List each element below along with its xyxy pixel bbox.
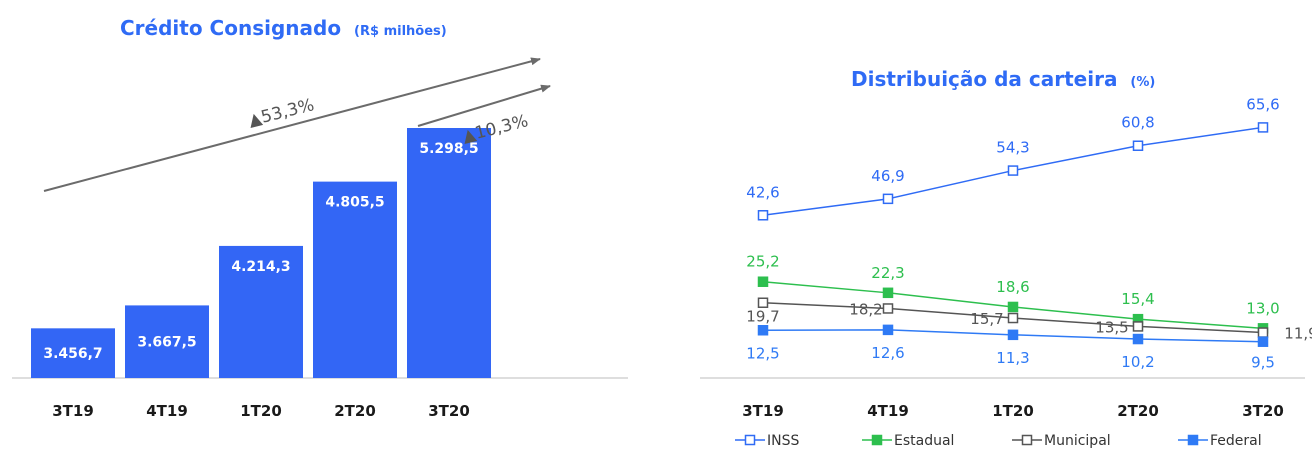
bar-chart: 3.456,7 3T19 3.667,5 4T19 4.214,3 1T20 4.805,5…	[12, 57, 628, 420]
bar-value-label: 3.667,5	[137, 335, 196, 351]
point-label-federal: 11,3	[996, 349, 1029, 367]
point-label-municipal: 15,7	[970, 310, 1003, 328]
series-point-municipal	[1132, 321, 1144, 332]
series-point-inss	[1257, 122, 1269, 133]
x-tick-label: 1T20	[240, 402, 282, 420]
line-chart-unit: (%)	[1130, 75, 1155, 90]
x-tick-label: 3T20	[1242, 402, 1284, 420]
growth-arrow-qoq	[417, 84, 551, 127]
bar-value-label: 4.214,3	[231, 259, 290, 275]
series-point-inss	[882, 193, 894, 205]
legend-marker-federal	[1187, 434, 1199, 446]
point-label-municipal: 18,2	[849, 300, 882, 318]
x-tick-label: 3T19	[742, 402, 784, 420]
point-label-inss: 60,8	[1121, 114, 1154, 132]
series-point-municipal	[882, 303, 894, 314]
point-label-estadual: 25,2	[746, 253, 779, 271]
point-label-federal: 12,5	[746, 344, 779, 362]
bar-4T19	[125, 305, 209, 378]
series-point-municipal	[1257, 327, 1269, 338]
series-point-municipal	[757, 297, 769, 308]
series-point-federal	[757, 325, 769, 336]
legend-marker-municipal	[1021, 434, 1033, 446]
growth-label-qoq: ▲10,3%	[460, 111, 530, 147]
legend-label-inss: INSS	[767, 433, 799, 449]
legend-marker-estadual	[871, 434, 883, 446]
series-point-inss	[757, 210, 769, 221]
series-point-federal	[1257, 336, 1269, 347]
point-label-federal: 12,6	[871, 344, 904, 362]
point-label-estadual: 18,6	[996, 278, 1029, 296]
point-label-estadual: 15,4	[1121, 290, 1154, 308]
legend-marker-inss	[744, 434, 756, 446]
growth-label-yoy: ▲53,3%	[246, 95, 316, 131]
bar-chart-unit: (R$ milhões)	[354, 24, 447, 39]
series-point-inss	[1007, 165, 1019, 176]
growth-arrow-yoy	[43, 57, 541, 192]
point-label-municipal: 13,5	[1095, 318, 1128, 336]
series-point-inss	[1132, 140, 1144, 151]
point-label-federal: 9,5	[1251, 354, 1275, 372]
series-point-federal	[1132, 333, 1144, 345]
bar-3T19	[31, 328, 115, 378]
line-chart: 3T19 4T19 1T20 2T20 3T20 42,6 46,9 54,3 60,8 65,6…	[700, 95, 1312, 449]
bar-1T20	[219, 245, 303, 378]
bar-value-label: 4.805,5	[325, 195, 384, 211]
x-tick-label: 4T19	[867, 402, 909, 420]
bar-chart-title: Crédito Consignado (R$ milhões)	[120, 16, 447, 40]
point-label-municipal: 11,9	[1284, 325, 1312, 343]
line-chart-title: Distribuição da carteira (%)	[851, 67, 1155, 91]
bar-value-label: 5.298,5	[419, 141, 478, 157]
series-point-federal	[1007, 329, 1019, 341]
point-label-inss: 65,6	[1246, 95, 1279, 113]
series-point-estadual	[1007, 301, 1019, 313]
point-label-inss: 42,6	[746, 183, 779, 201]
x-tick-label: 3T20	[428, 402, 470, 420]
series-point-federal	[882, 324, 894, 336]
point-label-estadual: 13,0	[1246, 299, 1279, 317]
x-tick-label: 3T19	[52, 402, 94, 420]
legend-label-federal: Federal	[1210, 433, 1262, 449]
point-label-estadual: 22,3	[871, 264, 904, 282]
x-tick-label: 1T20	[992, 402, 1034, 420]
point-label-federal: 10,2	[1121, 353, 1154, 371]
point-label-inss: 46,9	[871, 167, 904, 185]
series-point-municipal	[1007, 312, 1019, 324]
x-tick-label: 2T20	[1117, 402, 1159, 420]
x-tick-label: 4T19	[146, 402, 188, 420]
legend-label-municipal: Municipal	[1044, 433, 1111, 449]
legend-label-estadual: Estadual	[894, 433, 954, 449]
bar-value-label: 3.456,7	[43, 346, 102, 362]
series-point-estadual	[882, 287, 894, 299]
bar-2T20	[313, 181, 397, 378]
series-point-estadual	[757, 276, 769, 287]
point-label-municipal: 19,7	[746, 308, 779, 326]
point-label-inss: 54,3	[996, 139, 1029, 157]
bar-3T20	[407, 128, 491, 378]
x-tick-label: 2T20	[334, 402, 376, 420]
